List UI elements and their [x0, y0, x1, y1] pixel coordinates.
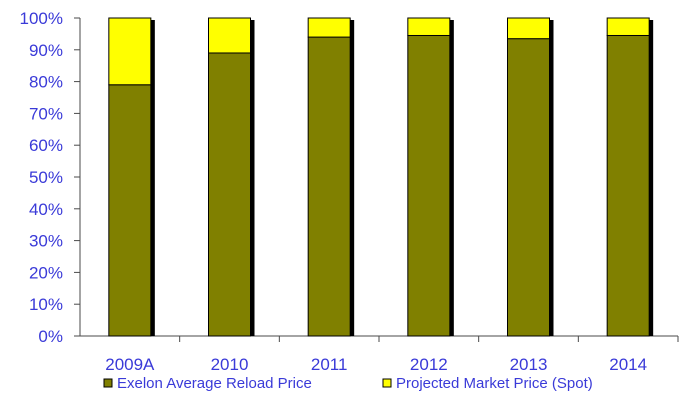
bar-segment-exelon-reload [208, 52, 251, 337]
x-tick-label: 2010 [211, 355, 249, 374]
bar-segment-projected-market [108, 17, 152, 86]
x-tick-label: 2013 [510, 355, 548, 374]
chart-bars [108, 17, 654, 337]
y-tick-label: 70% [29, 104, 63, 123]
x-tick-label: 2012 [410, 355, 448, 374]
bar-segment-exelon-reload [307, 36, 351, 337]
y-tick-label: 10% [29, 295, 63, 314]
legend-label: Projected Market Price (Spot) [396, 375, 593, 392]
bar-shadow [549, 20, 554, 336]
bar-shadow [150, 20, 155, 336]
bar-segment-exelon-reload [606, 34, 650, 337]
bar-segment-projected-market [307, 17, 351, 38]
y-tick-label: 100% [20, 9, 63, 28]
x-tick-label: 2011 [311, 355, 348, 374]
bar-shadow [649, 20, 654, 336]
x-tick-label: 2014 [609, 355, 647, 374]
y-tick-label: 50% [29, 168, 63, 187]
bar-shadow [449, 20, 454, 336]
y-tick-label: 40% [29, 200, 63, 219]
bar-shadow [250, 20, 255, 336]
x-axis-tick-labels: 2009A 2010 2011 2012 2013 2014 [105, 355, 647, 374]
y-tick-label: 30% [29, 232, 63, 251]
bar-segment-projected-market [606, 17, 650, 36]
y-tick-label: 90% [29, 41, 63, 60]
y-tick-label: 80% [29, 73, 63, 92]
bar-segment-projected-market [208, 17, 251, 54]
y-tick-label: 0% [38, 327, 63, 346]
x-tick-label: 2009A [105, 355, 155, 374]
bar-segment-projected-market [407, 17, 451, 36]
bar-segment-exelon-reload [507, 38, 550, 337]
legend-label: Exelon Average Reload Price [117, 375, 312, 392]
legend-swatch [382, 378, 392, 388]
y-tick-label: 60% [29, 136, 63, 155]
y-axis-tick-labels: 0% 10% 20% 30% 40% 50% 60% 70% 80% 90% 100% [20, 9, 63, 346]
chart-legend: Exelon Average Reload Price Projected Mar… [103, 375, 593, 392]
y-tick-label: 20% [29, 263, 63, 282]
chart-axes [74, 17, 679, 342]
bar-shadow [350, 20, 355, 336]
bar-segment-exelon-reload [108, 84, 152, 337]
bar-segment-exelon-reload [407, 34, 451, 337]
legend-swatch [103, 378, 113, 388]
bar-segment-projected-market [507, 17, 550, 40]
